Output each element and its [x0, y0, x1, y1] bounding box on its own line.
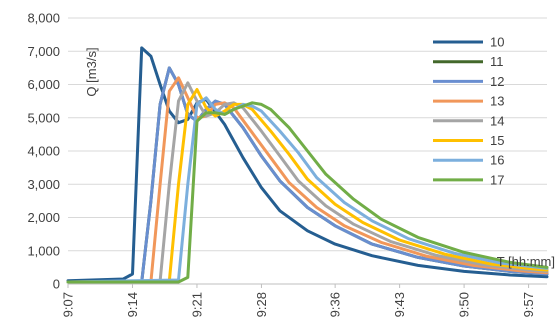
series-line-16	[66, 96, 549, 284]
y-tick-label: 5,000	[27, 110, 60, 125]
x-tick-label: 9:36	[328, 292, 343, 317]
legend-label-16: 16	[490, 153, 504, 168]
series-lines	[66, 46, 549, 284]
legend: 10 11 12 13 14 15 16 17	[433, 35, 504, 187]
y-tick-label: 7,000	[27, 44, 60, 59]
series-line-17	[66, 101, 549, 284]
legend-label-17: 17	[490, 172, 504, 187]
axes: 0 1,000 2,000 3,000 4,000 5,000 6,000 7,000 8,00…	[27, 11, 547, 317]
x-tick-label: 9:50	[457, 292, 472, 317]
legend-label-13: 13	[490, 94, 504, 109]
y-tick-label: 6,000	[27, 77, 60, 92]
y-axis-label: Q [m3/s]	[84, 47, 99, 96]
legend-label-11: 11	[490, 54, 504, 69]
y-tick-label: 8,000	[27, 11, 60, 26]
legend-label-15: 15	[490, 133, 504, 148]
series-line-14	[66, 81, 549, 284]
y-tick-label: 1,000	[27, 243, 60, 258]
legend-label-12: 12	[490, 74, 504, 89]
y-tick-label: 4,000	[27, 144, 60, 159]
series-line-15	[66, 88, 549, 284]
x-axis-label: T [hh:mm]	[497, 254, 555, 269]
x-tick-label: 9:21	[189, 292, 204, 317]
x-tick-label: 9:07	[61, 292, 76, 317]
x-tick-label: 9:43	[392, 292, 407, 317]
y-tick-label: 2,000	[27, 210, 60, 225]
x-tick-label: 9:57	[521, 292, 536, 317]
x-tick-label: 9:14	[125, 292, 140, 317]
legend-label-14: 14	[490, 113, 504, 128]
x-tick-label: 9:28	[254, 292, 269, 317]
legend-label-10: 10	[490, 35, 504, 50]
y-tick-label: 0	[53, 277, 60, 292]
y-tick-label: 3,000	[27, 177, 60, 192]
